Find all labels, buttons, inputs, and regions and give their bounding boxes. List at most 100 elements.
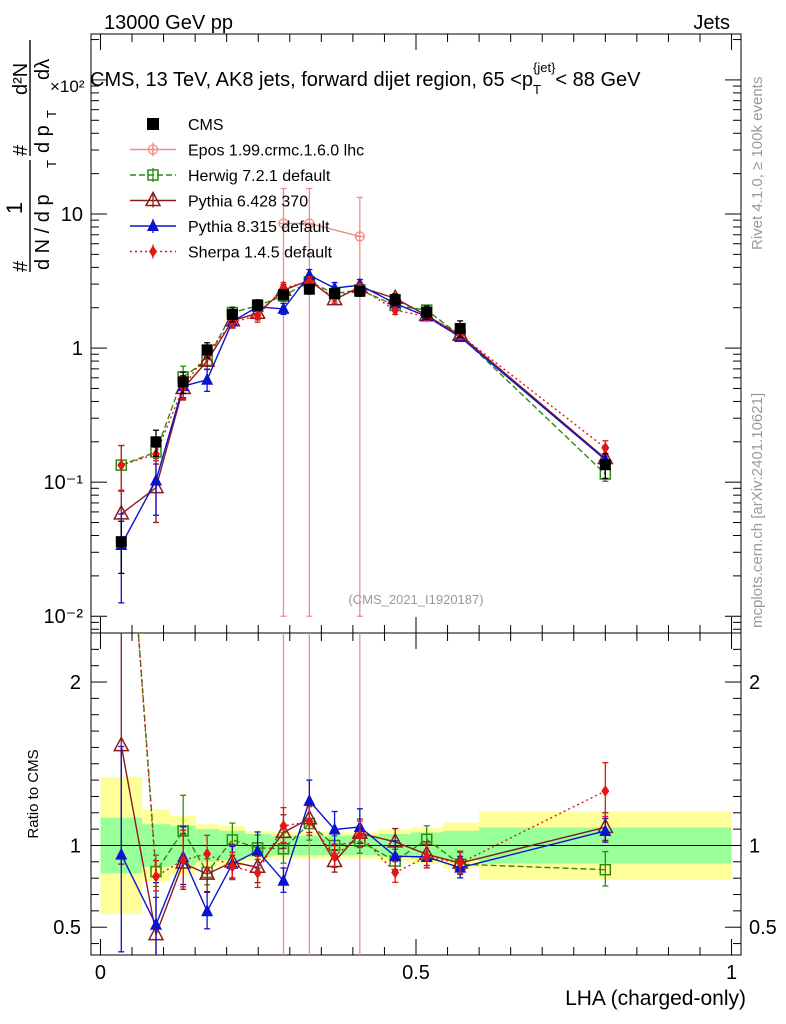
ratio-panel-series (113, 633, 614, 955)
ratio-point-pythia-8-315-default (201, 904, 214, 917)
y-tick-label: 10⁻² (44, 606, 84, 628)
ylabel-dn-sub: T (44, 160, 59, 168)
ratio-point-pythia-8-315-default (599, 823, 612, 836)
mcplots-source-label: mcplots.cern.ch [arXiv:2401.10621] (749, 393, 766, 628)
point-cms (329, 288, 341, 300)
legend-marker-epos-1-99-crmc-1-6-0-lhc (147, 144, 159, 155)
ratio-line-pythia-8-315-default (120, 799, 606, 927)
point-pythia-8-315-default (277, 301, 290, 314)
point-cms (421, 306, 433, 318)
y-tick-label: 10 (61, 204, 83, 226)
chart-title-main: CMS, 13 TeV, AK8 jets, forward dijet reg… (90, 69, 533, 91)
point-sherpa-1-4-5-default (253, 309, 262, 322)
point-cms (201, 344, 213, 356)
point-pythia-6-428-370 (198, 351, 216, 367)
point-cms (150, 436, 162, 448)
point-epos-1-99-crmc-1-6-0-lhc (304, 218, 315, 229)
ratio-point-sherpa-1-4-5-default (422, 850, 431, 863)
ratio-point-pythia-8-315-default (150, 917, 162, 930)
ratio-y-tick-label: 1 (70, 835, 81, 857)
point-sherpa-1-4-5-default (391, 304, 400, 317)
ratio-y-tick-label: 0.5 (53, 917, 81, 939)
ylabel-dpt-sub: T (44, 110, 59, 118)
ratio-point-sherpa-1-4-5-default (228, 860, 237, 873)
point-cms (599, 459, 611, 471)
ratio-point-herwig-7-2-1-default (599, 863, 612, 876)
ylabel-d2n: d²N (10, 63, 32, 95)
ratio-point-sherpa-1-4-5-default (305, 815, 314, 828)
point-sherpa-1-4-5-default (601, 441, 610, 454)
header-right: Jets (693, 12, 730, 34)
ratio-y-tick-label: 2 (70, 672, 81, 694)
point-epos-1-99-crmc-1-6-0-lhc (278, 218, 289, 229)
point-pythia-8-315-default (201, 372, 214, 385)
legend-label-cms: CMS (188, 117, 224, 134)
ratio-point-sherpa-1-4-5-default (253, 866, 262, 879)
ylabel-dn-dpt: d N / d p (32, 194, 54, 270)
legend: CMS Epos 1.99.crmc.1.6.0 lhc Herwig 7.2.1 … (130, 117, 364, 262)
ratio-point-pythia-8-315-default (277, 873, 290, 886)
rivet-version-label: Rivet 4.1.0, ≥ 100k events (749, 77, 766, 250)
ratio-axis-ticks: 0.5 0.5 1 1 2 2 0 0.5 1 (53, 633, 777, 984)
ratio-point-sherpa-1-4-5-default (279, 819, 288, 832)
x-tick-label: 0 (95, 962, 106, 984)
point-epos-1-99-crmc-1-6-0-lhc (354, 231, 365, 242)
point-cms (115, 536, 127, 548)
ratio-point-sherpa-1-4-5-default (355, 829, 364, 842)
point-cms (252, 299, 264, 311)
legend-label-sherpa-1-4-5-default: Sherpa 1.4.5 default (188, 245, 333, 262)
ylabel-dpt: d p (32, 125, 54, 153)
legend-marker-pythia-6-428-370 (144, 190, 162, 207)
legend-marker-herwig-7-2-1-default (147, 169, 159, 181)
legend-marker-cms (147, 118, 159, 130)
ratio-y-axis-label: Ratio to CMS (25, 749, 42, 838)
point-cms (303, 283, 315, 295)
point-cms (177, 376, 189, 388)
ratio-point-sherpa-1-4-5-default (179, 854, 188, 867)
x-tick-label: 0.5 (402, 962, 430, 984)
ratio-point-pythia-6-428-370 (198, 864, 216, 880)
y-axis-label: # 1 d N / d p T # d²N d p T dλ (2, 40, 59, 272)
legend-marker-pythia-8-315-default (147, 219, 159, 231)
point-cms (277, 289, 289, 301)
legend-label-herwig-7-2-1-default: Herwig 7.2.1 default (188, 168, 331, 185)
point-sherpa-1-4-5-default (117, 459, 126, 472)
y-tick-label: 10⁻¹ (44, 472, 84, 494)
ratio-y-tick-label-right: 1 (749, 835, 760, 857)
header-left: 13000 GeV pp (104, 12, 233, 34)
ratio-point-pythia-8-315-default (389, 849, 402, 862)
ratio-point-sherpa-1-4-5-default (391, 866, 400, 879)
legend-label-epos-1-99-crmc-1-6-0-lhc: Epos 1.99.crmc.1.6.0 lhc (188, 143, 364, 160)
ylabel-one: 1 (2, 202, 27, 214)
ratio-point-sherpa-1-4-5-default (456, 857, 465, 869)
point-cms (354, 285, 366, 297)
main-axis-ticks: 10⁻² 10⁻¹ 1 10 (44, 34, 741, 633)
ratio-y-tick-label-right: 2 (749, 672, 760, 694)
analysis-watermark: (CMS_2021_I1920187) (348, 592, 483, 607)
legend-label-pythia-6-428-370: Pythia 6.428 370 (188, 194, 308, 211)
ratio-point-sherpa-1-4-5-default (152, 870, 160, 883)
ratio-point-sherpa-1-4-5-default (601, 785, 610, 798)
legend-label-pythia-8-315-default: Pythia 8.315 default (188, 219, 330, 236)
chart-title-sub: T (533, 82, 541, 97)
ylabel-hash-2: # (10, 144, 32, 156)
ratio-point-sherpa-1-4-5-default (203, 847, 212, 860)
ratio-y-tick-label-right: 0.5 (749, 917, 777, 939)
ylabel-hash-1: # (10, 260, 32, 272)
point-pythia-8-315-default (150, 473, 162, 486)
point-cms (454, 322, 466, 334)
point-cms (226, 309, 238, 321)
chart-title-sup: {jet} (533, 60, 556, 75)
ratio-point-pythia-8-315-default (303, 793, 316, 806)
main-panel-series (113, 187, 614, 617)
ratio-point-sherpa-1-4-5-default (330, 850, 339, 863)
ratio-point-pythia-8-315-default (328, 822, 341, 835)
x-axis-label: LHA (charged-only) (565, 987, 746, 1010)
chart-title: CMS, 13 TeV, AK8 jets, forward dijet reg… (90, 60, 641, 97)
y-axis-multiplier: ×10² (50, 77, 85, 96)
ratio-point-pythia-8-315-default (251, 843, 264, 856)
legend-marker-sherpa-1-4-5-default (149, 245, 157, 258)
y-tick-label: 1 (72, 338, 83, 360)
ylabel-dlambda: dλ (32, 59, 54, 80)
